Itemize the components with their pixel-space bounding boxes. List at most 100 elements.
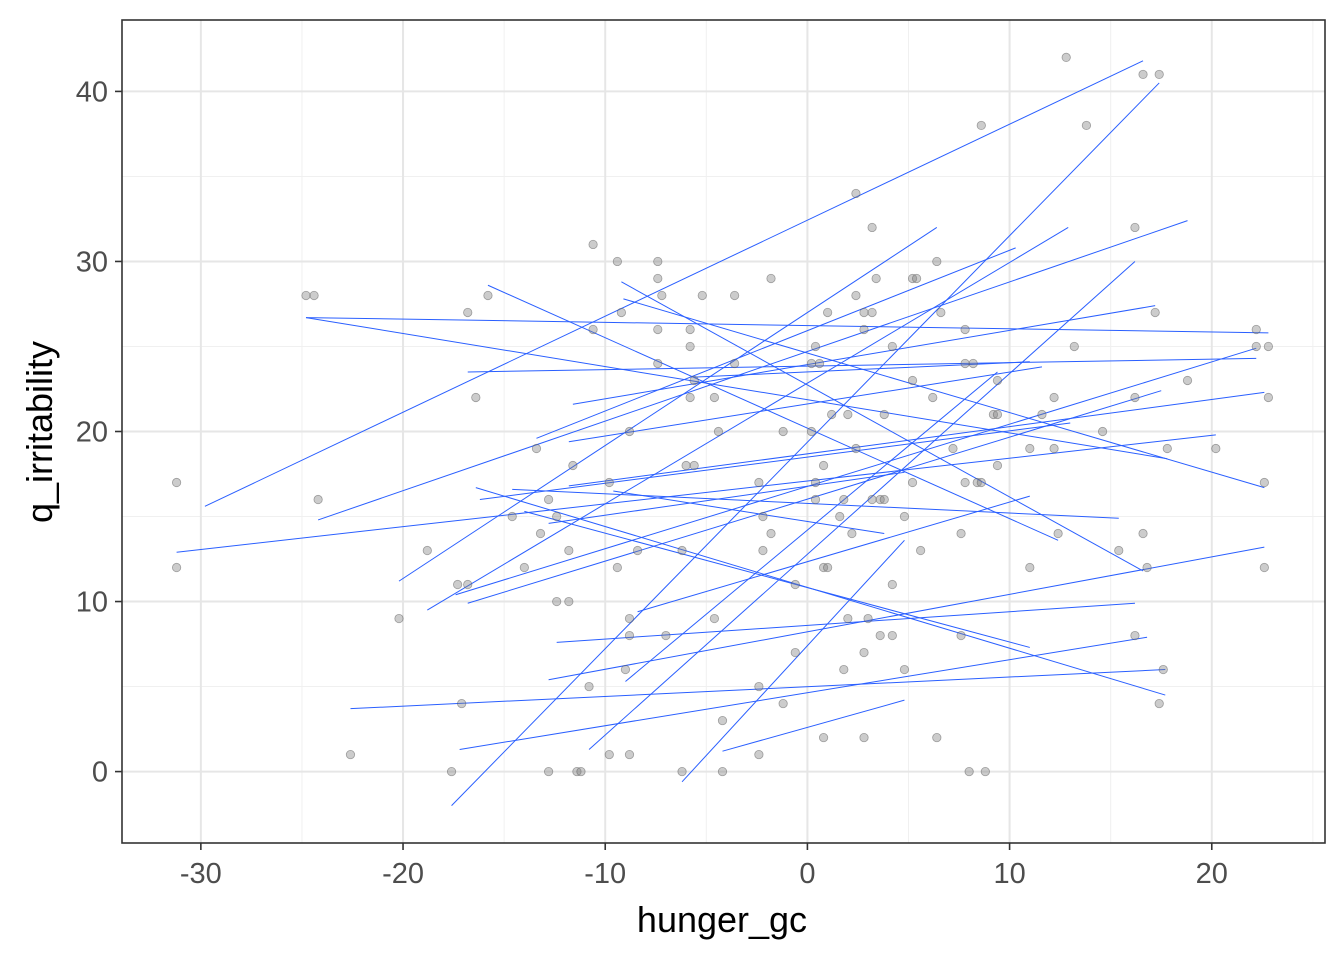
data-point bbox=[612, 562, 622, 573]
data-point bbox=[754, 681, 764, 692]
data-point bbox=[1154, 698, 1164, 709]
data-point bbox=[839, 494, 849, 505]
data-point bbox=[887, 341, 897, 352]
data-point bbox=[1130, 630, 1140, 641]
x-tick-label: 10 bbox=[993, 858, 1025, 890]
y-tick-label: 30 bbox=[76, 246, 108, 278]
data-point bbox=[907, 375, 918, 386]
data-point bbox=[875, 630, 885, 641]
data-point bbox=[992, 375, 1003, 386]
data-point bbox=[1138, 69, 1148, 80]
data-point bbox=[457, 698, 467, 709]
data-point bbox=[171, 562, 182, 573]
regression-line bbox=[625, 371, 998, 682]
data-point bbox=[814, 358, 825, 369]
data-point bbox=[956, 528, 966, 539]
data-point bbox=[677, 545, 687, 556]
data-point bbox=[1037, 409, 1047, 420]
data-point bbox=[616, 307, 626, 318]
data-point bbox=[879, 494, 889, 505]
data-point bbox=[1251, 341, 1261, 352]
data-point bbox=[879, 409, 889, 420]
y-tick-label: 20 bbox=[76, 417, 108, 449]
data-point bbox=[754, 477, 764, 488]
regression-lines bbox=[176, 60, 1269, 806]
data-point bbox=[1061, 52, 1071, 63]
data-point bbox=[867, 222, 877, 233]
data-point bbox=[624, 426, 635, 437]
data-point bbox=[313, 494, 323, 505]
data-point bbox=[483, 290, 493, 301]
data-point bbox=[661, 630, 671, 641]
data-point bbox=[818, 732, 829, 743]
data-point bbox=[624, 749, 635, 760]
data-point bbox=[717, 715, 728, 726]
x-tick-label: 20 bbox=[1196, 858, 1228, 890]
regression-line bbox=[305, 317, 1168, 460]
data-point bbox=[976, 120, 986, 131]
data-point bbox=[1049, 392, 1059, 403]
y-tick-label: 10 bbox=[76, 587, 108, 619]
data-point bbox=[928, 392, 938, 403]
data-point bbox=[709, 392, 720, 403]
data-point bbox=[859, 732, 869, 743]
data-point bbox=[859, 647, 869, 658]
data-point bbox=[956, 630, 966, 641]
data-point bbox=[827, 409, 837, 420]
data-point bbox=[843, 409, 853, 420]
regression-line bbox=[479, 422, 1071, 501]
data-point bbox=[960, 358, 970, 369]
data-point bbox=[552, 511, 562, 522]
data-point bbox=[948, 443, 958, 454]
data-point bbox=[345, 749, 356, 760]
regression-line bbox=[350, 669, 1166, 710]
data-point bbox=[620, 664, 631, 675]
regression-line bbox=[487, 284, 1059, 541]
data-point bbox=[863, 613, 873, 624]
data-point bbox=[685, 324, 695, 335]
regression-line bbox=[588, 261, 1136, 750]
data-point bbox=[394, 613, 404, 624]
data-point bbox=[1025, 562, 1035, 573]
data-point bbox=[859, 307, 869, 318]
data-point bbox=[709, 613, 720, 624]
data-point bbox=[916, 545, 926, 556]
data-point bbox=[588, 239, 598, 250]
data-point bbox=[1081, 120, 1092, 131]
data-point bbox=[471, 392, 481, 403]
data-point bbox=[778, 426, 788, 437]
data-point bbox=[576, 766, 586, 777]
regression-line bbox=[305, 317, 1269, 334]
regression-line bbox=[524, 510, 1030, 648]
data-point bbox=[632, 545, 643, 556]
data-point bbox=[810, 494, 821, 505]
regression-line bbox=[548, 471, 905, 524]
data-point bbox=[960, 324, 970, 335]
data-point bbox=[790, 579, 800, 590]
data-point bbox=[992, 409, 1003, 420]
data-point bbox=[766, 273, 776, 284]
data-point bbox=[932, 732, 942, 743]
data-point bbox=[899, 511, 910, 522]
data-point bbox=[171, 477, 182, 488]
y-axis-label: q_irritability bbox=[19, 341, 60, 523]
data-point bbox=[1053, 528, 1063, 539]
data-point bbox=[778, 698, 788, 709]
data-point bbox=[463, 579, 473, 590]
data-point bbox=[1259, 477, 1269, 488]
data-point bbox=[564, 596, 574, 607]
data-point bbox=[519, 562, 529, 573]
data-point bbox=[758, 545, 768, 556]
data-point bbox=[907, 477, 918, 488]
regression-line bbox=[427, 227, 1069, 611]
regression-line bbox=[568, 366, 1043, 443]
data-point bbox=[713, 426, 724, 437]
data-points bbox=[171, 52, 1273, 777]
data-point bbox=[851, 443, 861, 454]
data-point bbox=[871, 273, 881, 284]
data-point bbox=[689, 460, 699, 471]
data-point bbox=[535, 528, 546, 539]
data-point bbox=[976, 477, 986, 488]
data-point bbox=[730, 290, 740, 301]
